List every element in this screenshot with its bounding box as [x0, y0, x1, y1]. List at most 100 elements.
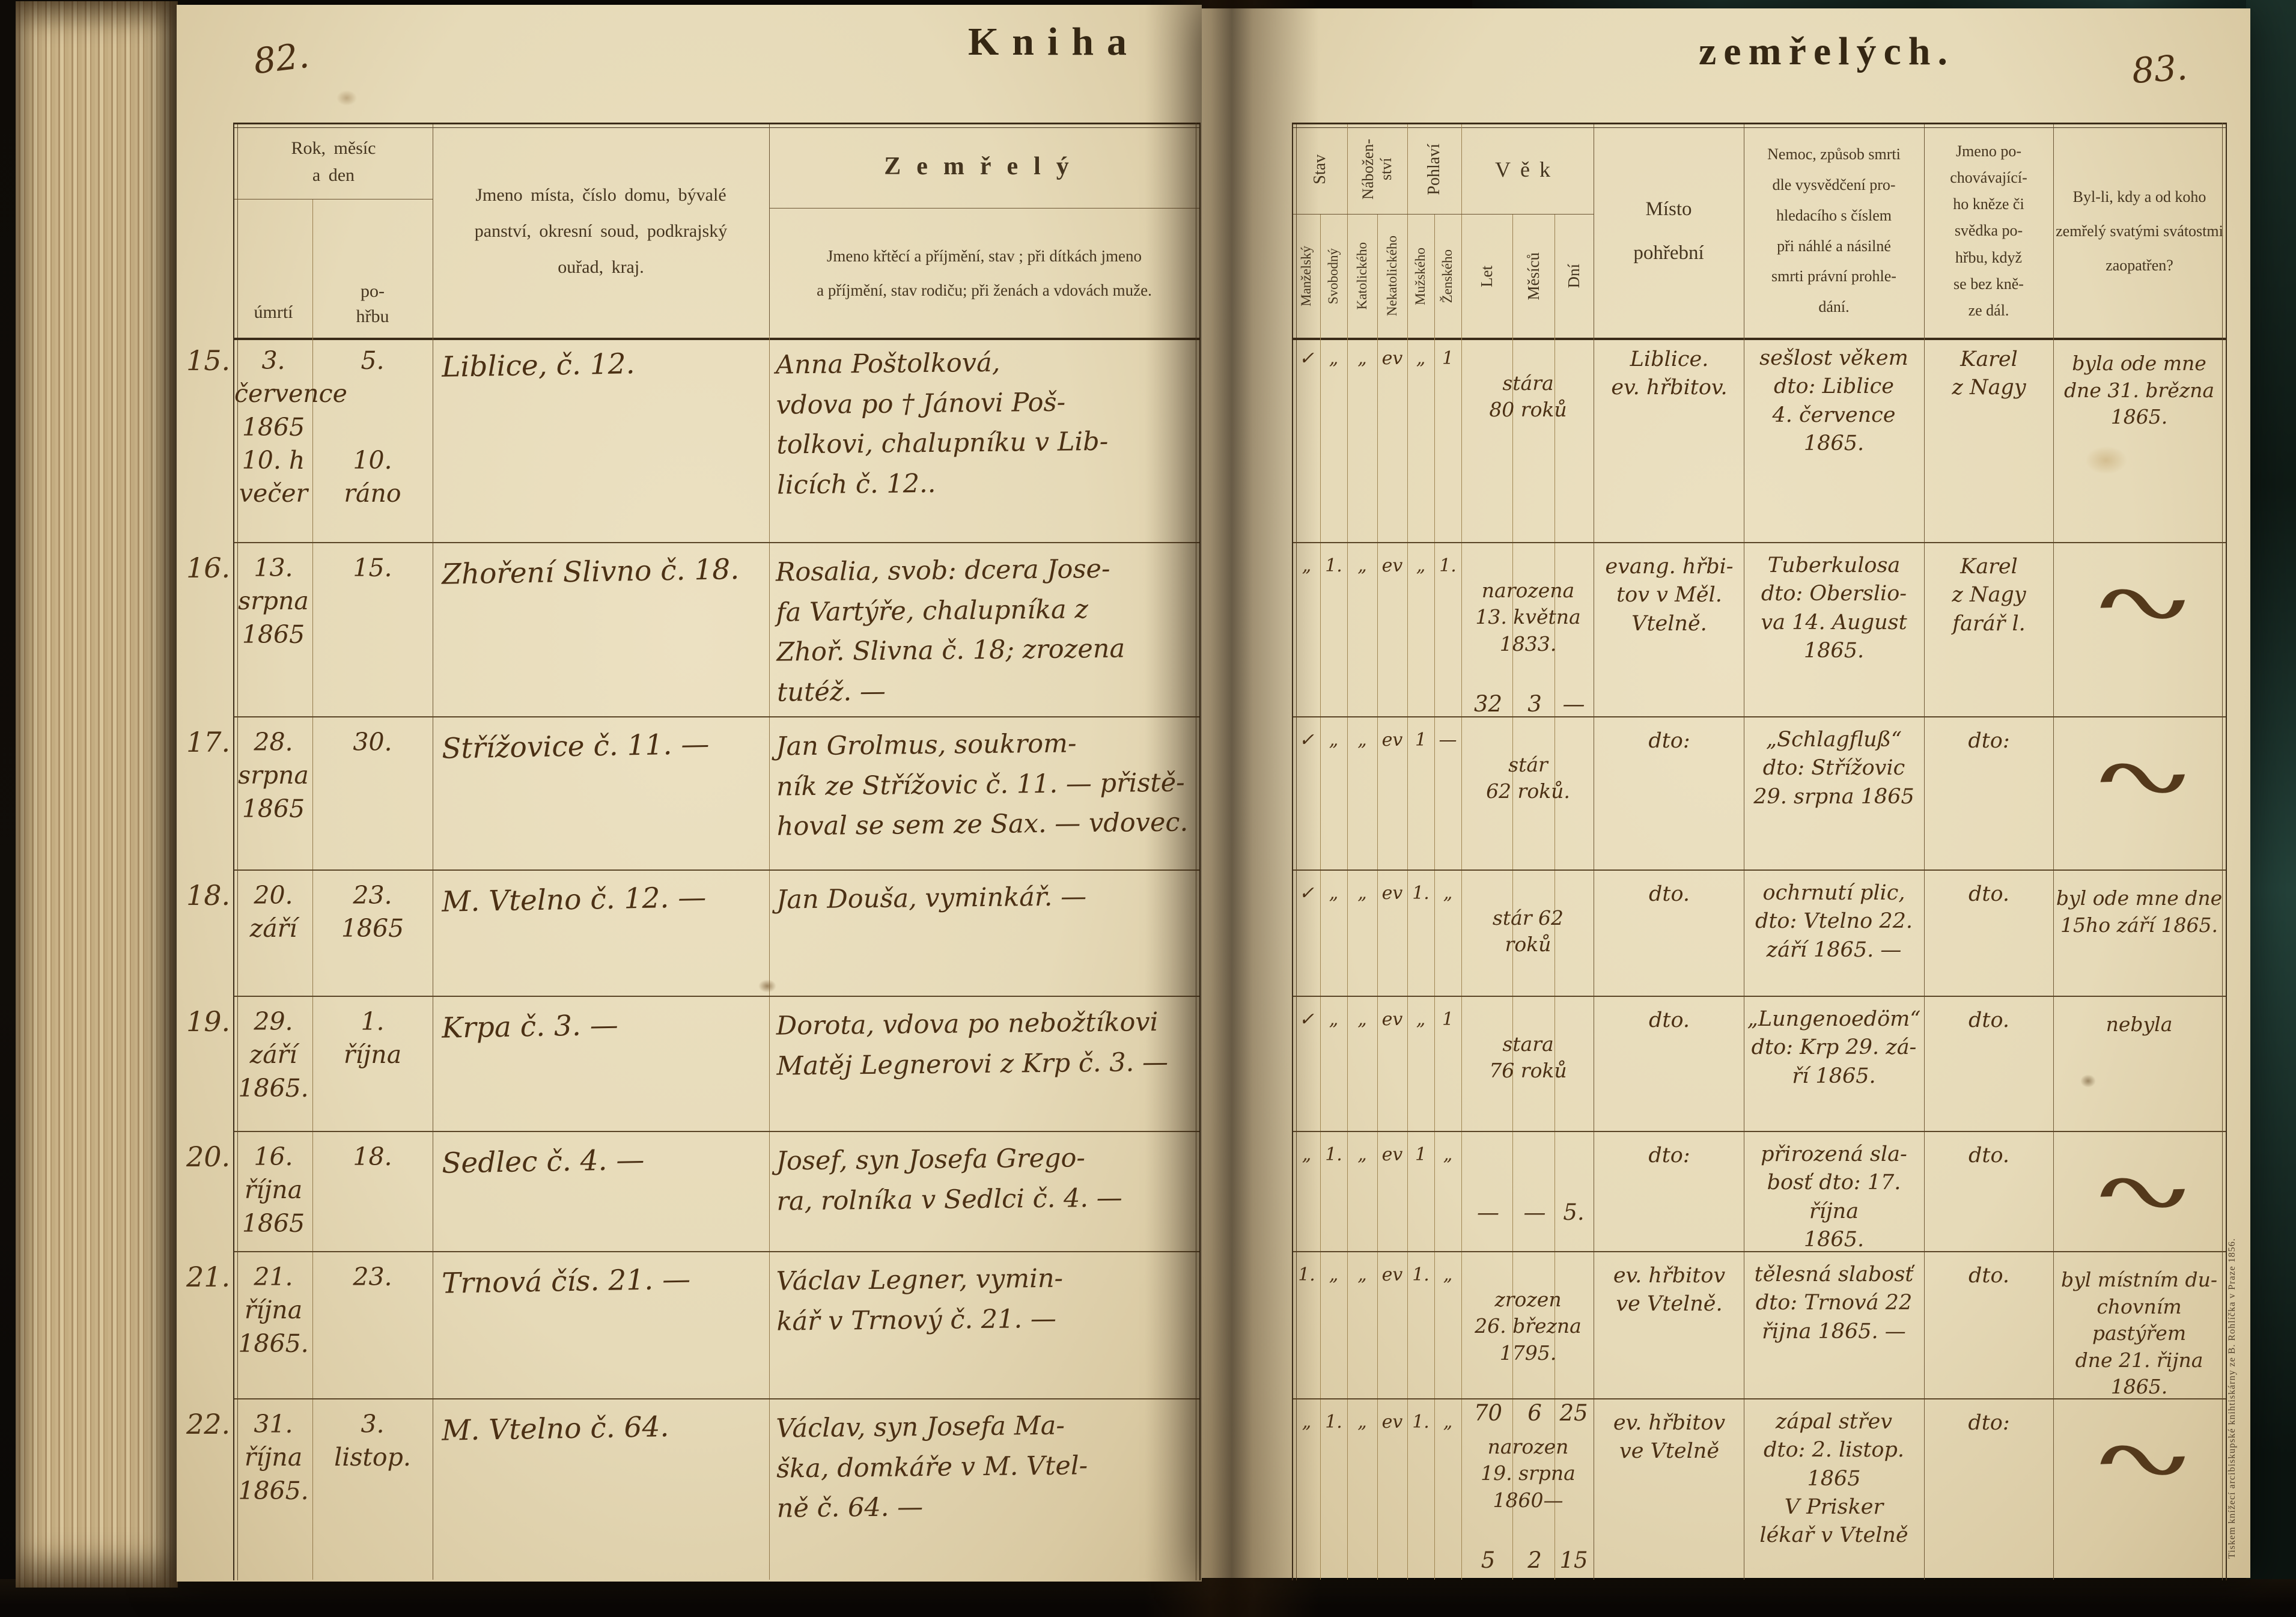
- female-mark: „: [1443, 883, 1453, 904]
- left-table-header: Rok, měsíc a den úmrtí po- hřbu Jmeno mí…: [234, 123, 1199, 340]
- printer-imprint: Tiskem knížecí arcibiskupské knihtiskárn…: [2227, 1238, 2237, 1559]
- cause-of-death-cell: přirozená sla- bosť dto: 17. října 1865.: [1761, 1142, 1907, 1252]
- register-row-right: „ 1. „ ev „ 1. narozena 13. května 1833.…: [1293, 543, 2226, 717]
- register-row-left: 19. 29. září 1865. 1. října Krpa č. 3. —…: [186, 997, 1199, 1132]
- header-deceased-title: Zemřelý: [769, 124, 1199, 209]
- single-mark: 1.: [1325, 555, 1342, 576]
- male-mark: 1.: [1412, 883, 1430, 904]
- header-male: Mužského: [1413, 247, 1428, 305]
- place-cell: Sedlec č. 4. —: [441, 1143, 645, 1180]
- noncatholic-mark: ev: [1381, 348, 1403, 369]
- catholic-mark: „: [1357, 883, 1367, 904]
- single-mark: „: [1329, 1264, 1339, 1285]
- deceased-cell: Anna Poštolková, vdova po † Jánovi Poš- …: [775, 347, 1109, 501]
- priest-cell: dto:: [1968, 1411, 2010, 1435]
- right-page: zemřelých. 83. Stav Nábožen- ství Pohlav…: [1202, 8, 2250, 1580]
- catholic-mark: „: [1357, 1411, 1367, 1433]
- noncatholic-mark: ev: [1381, 1144, 1403, 1165]
- register-row-left: 18. 20. září 23. 1865 M. Vtelno č. 12. —…: [186, 871, 1199, 997]
- noncatholic-mark: ev: [1381, 883, 1403, 904]
- cause-of-death-cell: sešlost věkem dto: Liblice 4. července 1…: [1759, 346, 1908, 455]
- register-row-right: ✓ „ „ ev 1 — stár 62 roků. dto: „Schlagf…: [1293, 717, 2226, 871]
- catholic-mark: „: [1357, 729, 1367, 751]
- death-date-cell: 3. července 1865 10. h večer: [234, 346, 347, 508]
- header-catholic: Katolického: [1354, 242, 1369, 310]
- priest-cell: dto:: [1968, 729, 2010, 753]
- header-years: Let: [1478, 265, 1496, 287]
- entry-number: 21.: [186, 1261, 231, 1293]
- deceased-cell: Václav, syn Josefa Ma- ška, domkáře v M.…: [776, 1410, 1088, 1524]
- death-date-cell: 29. září 1865.: [238, 1007, 309, 1103]
- married-mark: 1.: [1298, 1264, 1315, 1285]
- register-row-right: 1. „ „ ev 1. „ zrozen 26. března 1795. 7…: [1293, 1252, 2226, 1426]
- single-mark: „: [1329, 348, 1339, 369]
- burial-place-cell: ev. hřbitov ve Vtelně.: [1613, 1264, 1726, 1317]
- catholic-mark: „: [1357, 1144, 1367, 1165]
- place-cell: M. Vtelno č. 12. —: [441, 881, 707, 919]
- male-mark: „: [1416, 555, 1426, 576]
- male-mark: 1: [1414, 729, 1427, 751]
- sacraments-cell: byl ode mne dne 15ho září 1865.: [2056, 886, 2223, 937]
- sacraments-cell: byla ode mne dne 31. brězna 1865.: [2063, 352, 2215, 429]
- right-table-header: Stav Nábožen- ství Pohlaví Věk Manželský…: [1293, 123, 2226, 340]
- register-row-left: 21. 21. října 1865. 23. Trnová čís. 21. …: [186, 1252, 1199, 1399]
- male-mark: „: [1416, 1009, 1426, 1030]
- age-note: stár 62 roků.: [1486, 752, 1570, 803]
- age-cell: stár 62 roků.: [1463, 717, 1594, 863]
- catholic-mark: „: [1357, 555, 1367, 576]
- married-mark: ✓: [1299, 729, 1315, 751]
- entry-number: 18.: [186, 879, 231, 912]
- priest-cell: dto.: [1968, 1008, 2010, 1032]
- catholic-mark: „: [1357, 1264, 1367, 1285]
- age-years: 32: [1473, 690, 1503, 717]
- cause-of-death-cell: tělesná slabosť dto: Trnová 22 řijna 186…: [1754, 1262, 1914, 1344]
- age-cell: stára 80 roků: [1463, 336, 1594, 482]
- age-note: stár 62 roků: [1492, 906, 1564, 957]
- entry-number: 16.: [186, 552, 231, 584]
- burial-date-cell: 15.: [353, 553, 392, 582]
- age-note: stára 80 roků: [1489, 371, 1567, 422]
- register-row-left: 20. 16. října 1865 18. Sedlec č. 4. — Jo…: [186, 1132, 1199, 1252]
- page-stack-fore-edge: [16, 1, 178, 1588]
- burial-date-cell: 1. října: [343, 1007, 402, 1070]
- header-status-group: Stav: [1293, 124, 1347, 215]
- burial-place-cell: dto.: [1648, 882, 1690, 906]
- sacraments-cell: ∿: [2078, 742, 2206, 812]
- burial-date-cell: 18.: [353, 1142, 392, 1171]
- death-date-cell: 31. října 1865.: [238, 1410, 309, 1505]
- header-married: Manželský: [1299, 246, 1314, 306]
- age-cell: — — 5.: [1463, 1132, 1594, 1255]
- death-date-cell: 16. října 1865: [242, 1142, 305, 1238]
- burial-place-cell: evang. hřbi- tov v Měl. Vtelně.: [1605, 555, 1734, 636]
- header-months: Měsíců: [1524, 252, 1542, 300]
- female-mark: „: [1443, 1144, 1453, 1165]
- death-date-cell: 20. září: [249, 881, 297, 943]
- noncatholic-mark: ev: [1381, 1411, 1403, 1433]
- entry-number: 22.: [186, 1408, 231, 1440]
- male-mark: 1: [1414, 1144, 1427, 1165]
- deceased-cell: Dorota, vdova po nebožtíkovi Matěj Legne…: [776, 1006, 1169, 1082]
- left-page-number: 82.: [251, 34, 312, 82]
- entry-number: 15.: [186, 344, 231, 377]
- age-numbers: — — 5.: [1463, 1198, 1594, 1228]
- age-cell: stara 76 roků: [1463, 997, 1594, 1143]
- header-date-group: Rok, měsíc a den: [234, 124, 433, 199]
- age-months: —: [1523, 1199, 1546, 1226]
- register-row-right: ✓ „ „ ev „ 1 stara 76 roků dto. „Lungeno…: [1293, 997, 2226, 1132]
- header-religion-group: Nábožen- ství: [1347, 124, 1407, 215]
- burial-place-cell: dto:: [1648, 729, 1690, 753]
- female-mark: 1: [1442, 1009, 1454, 1030]
- header-place: Jmeno místa, číslo domu, bývalé panství,…: [474, 184, 728, 277]
- age-note: zrozen 26. března 1795.: [1475, 1287, 1582, 1365]
- entry-number: 17.: [186, 726, 231, 758]
- burial-date-cell: 23.: [353, 1262, 392, 1291]
- female-mark: 1: [1442, 348, 1454, 369]
- priest-cell: Karel z Nagy: [1952, 347, 2026, 400]
- married-mark: ✓: [1299, 883, 1315, 904]
- noncatholic-mark: ev: [1381, 555, 1403, 576]
- age-months: 3: [1527, 690, 1542, 717]
- register-row-left: 17. 28. srpna 1865 30. Střížovice č. 11.…: [186, 717, 1199, 871]
- burial-date-cell: 30.: [353, 728, 392, 757]
- married-mark: „: [1302, 1411, 1312, 1433]
